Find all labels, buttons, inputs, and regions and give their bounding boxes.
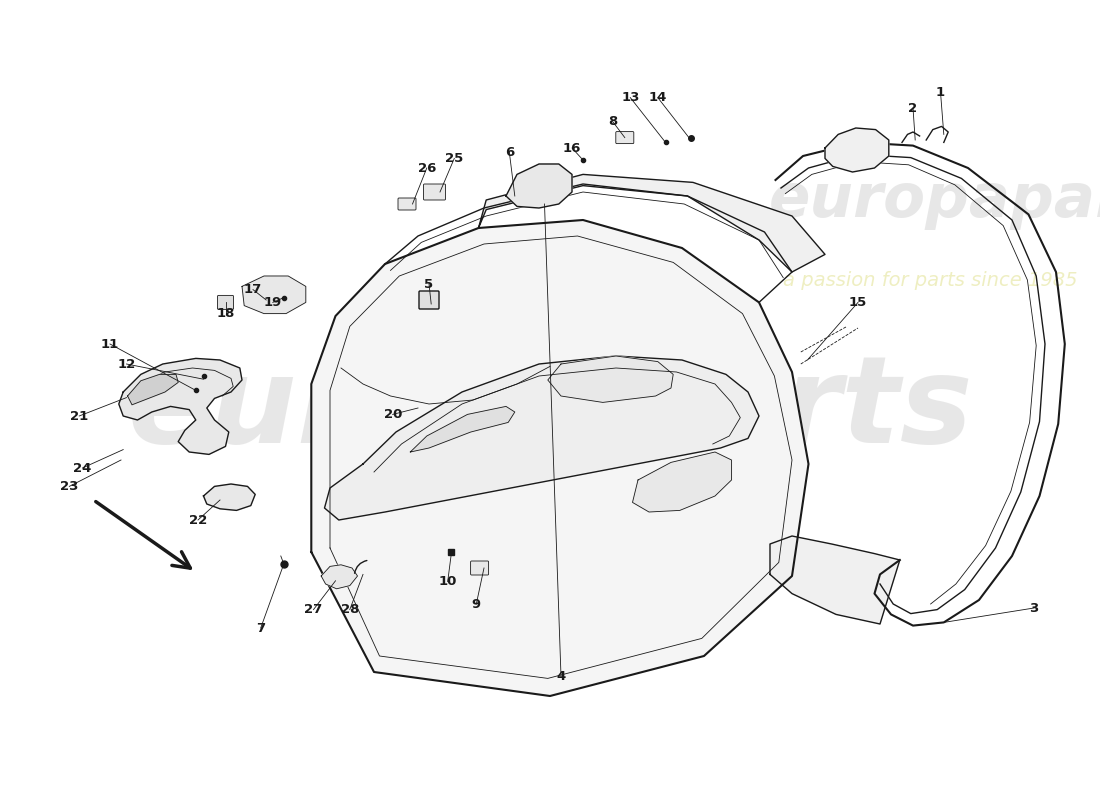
Text: 26: 26	[418, 162, 436, 174]
Polygon shape	[506, 164, 572, 208]
Text: 11: 11	[101, 338, 119, 350]
Text: 24: 24	[74, 462, 91, 474]
Text: 12: 12	[118, 358, 135, 370]
Text: 27: 27	[305, 603, 322, 616]
Text: a passion for parts since 1985: a passion for parts since 1985	[372, 518, 728, 542]
Text: 2: 2	[909, 102, 917, 114]
Text: 15: 15	[849, 296, 867, 309]
Polygon shape	[770, 536, 900, 624]
Text: 25: 25	[446, 152, 463, 165]
FancyBboxPatch shape	[471, 561, 488, 575]
Polygon shape	[204, 484, 255, 510]
FancyBboxPatch shape	[398, 198, 416, 210]
Polygon shape	[825, 128, 889, 172]
FancyBboxPatch shape	[218, 295, 233, 310]
Text: 9: 9	[472, 598, 481, 610]
Text: 28: 28	[341, 603, 359, 616]
Text: 5: 5	[425, 278, 433, 290]
Text: 14: 14	[649, 91, 667, 104]
FancyBboxPatch shape	[424, 184, 446, 200]
Text: 18: 18	[217, 307, 234, 320]
Text: 20: 20	[384, 408, 402, 421]
Polygon shape	[410, 406, 515, 452]
Polygon shape	[324, 356, 759, 520]
Text: 1: 1	[936, 86, 945, 98]
Text: 22: 22	[189, 514, 207, 526]
Text: 10: 10	[439, 575, 456, 588]
Text: 7: 7	[256, 622, 265, 634]
Text: a passion for parts since 1985: a passion for parts since 1985	[783, 270, 1077, 290]
Polygon shape	[119, 358, 242, 454]
Text: 19: 19	[264, 296, 282, 309]
Text: 4: 4	[557, 670, 565, 682]
Polygon shape	[632, 452, 732, 512]
FancyBboxPatch shape	[419, 291, 439, 309]
Text: 3: 3	[1030, 602, 1038, 614]
Text: 17: 17	[244, 283, 262, 296]
Text: 6: 6	[505, 146, 514, 158]
Text: europaparts: europaparts	[769, 170, 1100, 230]
Text: 13: 13	[621, 91, 639, 104]
Polygon shape	[128, 374, 178, 405]
FancyBboxPatch shape	[616, 131, 634, 144]
Text: 16: 16	[563, 142, 581, 154]
Polygon shape	[548, 356, 673, 402]
Polygon shape	[321, 565, 358, 589]
Text: 21: 21	[70, 410, 88, 422]
Polygon shape	[311, 220, 808, 696]
Text: europaparts: europaparts	[128, 351, 972, 469]
Text: 23: 23	[60, 480, 78, 493]
Polygon shape	[242, 276, 306, 314]
Text: 8: 8	[608, 115, 617, 128]
Polygon shape	[478, 174, 825, 272]
